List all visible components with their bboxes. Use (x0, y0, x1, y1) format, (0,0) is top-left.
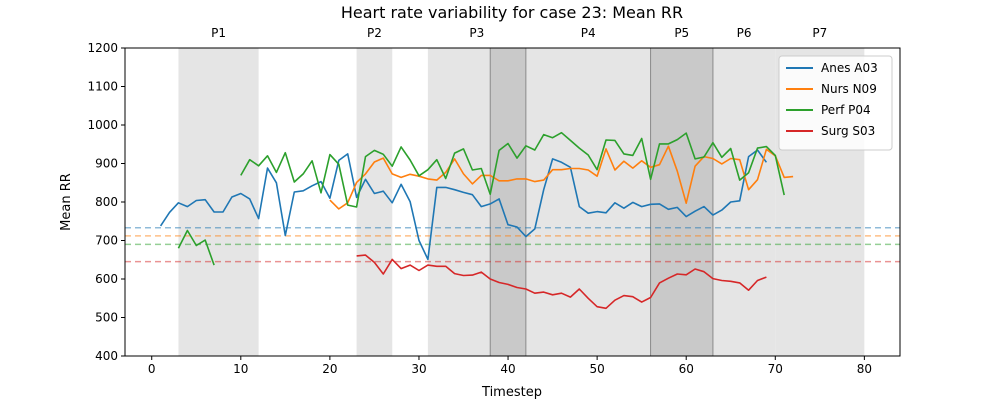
legend-box (778, 55, 893, 151)
phase-label-4: P4 (581, 26, 596, 40)
y-axis: 400 500 600 700 800 900 1000 1100 1200 (87, 41, 125, 363)
legend-label-3: Perf P04 (821, 103, 871, 117)
x-tick-label-0: 0 (148, 362, 156, 376)
y-tick-label-2: 600 (95, 272, 118, 286)
y-tick-label-8: 1200 (87, 41, 118, 55)
dark-overlay-1 (489, 47, 527, 357)
phase-labels: P1 P2 P3 P4 P5 P6 P7 (211, 26, 827, 40)
y-axis-label: Mean RR (59, 173, 74, 231)
x-tick-label-2: 20 (322, 362, 337, 376)
x-tick-label-8: 80 (857, 362, 872, 376)
phase-label-5: P5 (674, 26, 689, 40)
y-tick-label-4: 800 (95, 195, 118, 209)
x-tick-label-4: 40 (500, 362, 515, 376)
series-line-3-2 (240, 131, 785, 208)
x-axis-label: Timestep (481, 385, 542, 400)
series-line-3-1 (177, 229, 215, 266)
phase-label-6: P6 (737, 26, 752, 40)
series-line-2-1 (329, 145, 794, 210)
phase-band-4 (525, 48, 651, 356)
y-tick-label-3: 700 (95, 234, 118, 248)
y-tick-label-6: 1000 (87, 118, 118, 132)
x-axis: 0 10 20 30 40 50 60 70 80 (148, 356, 872, 376)
baselines (125, 227, 900, 263)
series-lines (159, 131, 794, 310)
legend: Anes A03 Nurs N09 Perf P04 Surg S03 (778, 55, 893, 151)
phase-band-2 (356, 48, 393, 356)
x-tick-label-7: 70 (768, 362, 783, 376)
dark-overlay-2 (650, 47, 714, 357)
phase-label-7: P7 (812, 26, 827, 40)
dark-overlays (489, 47, 714, 357)
x-tick-label-1: 10 (233, 362, 248, 376)
x-tick-label-5: 50 (589, 362, 604, 376)
phase-band-1 (178, 48, 259, 356)
legend-label-1: Anes A03 (821, 61, 878, 75)
y-tick-label-7: 1100 (87, 80, 118, 94)
phase-band-6 (712, 48, 776, 356)
x-tick-label-3: 30 (411, 362, 426, 376)
x-tick-label-6: 60 (679, 362, 694, 376)
legend-label-2: Nurs N09 (821, 82, 877, 96)
y-tick-label-1: 500 (95, 311, 118, 325)
series-line-1-1 (159, 149, 768, 261)
phase-label-3: P3 (469, 26, 484, 40)
y-tick-label-5: 900 (95, 157, 118, 171)
phase-label-2: P2 (367, 26, 382, 40)
chart-title: Heart rate variability for case 23: Mean… (341, 3, 683, 22)
y-tick-label-0: 400 (95, 349, 118, 363)
series-line-4-1 (356, 254, 767, 310)
phase-label-1: P1 (211, 26, 226, 40)
phase-band-5 (650, 48, 713, 356)
legend-label-4: Surg S03 (821, 124, 875, 138)
